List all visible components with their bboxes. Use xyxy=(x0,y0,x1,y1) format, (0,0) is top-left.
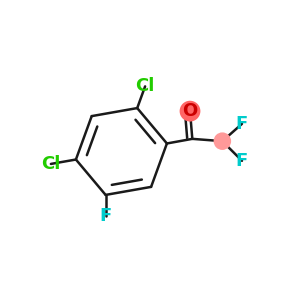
Text: F: F xyxy=(100,207,112,225)
Text: Cl: Cl xyxy=(41,155,61,173)
Text: O: O xyxy=(182,102,198,120)
Text: F: F xyxy=(236,152,248,170)
Circle shape xyxy=(180,101,200,122)
Text: Cl: Cl xyxy=(135,77,155,95)
Text: F: F xyxy=(236,115,248,133)
Circle shape xyxy=(214,132,231,150)
